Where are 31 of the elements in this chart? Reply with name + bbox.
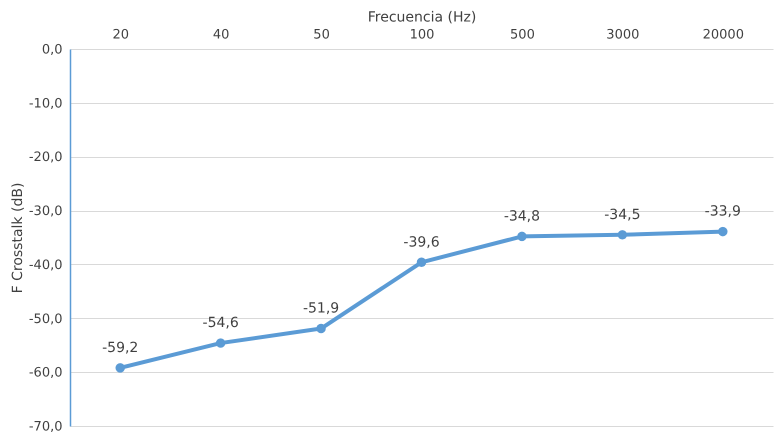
y-tick-label: -60,0	[28, 366, 62, 381]
point	[618, 230, 628, 240]
data-label: -59,2	[102, 340, 138, 356]
data-label: -39,6	[403, 234, 440, 250]
data-label: -34,5	[604, 206, 640, 223]
y-tick-label: -70,0	[28, 420, 62, 434]
y-tick-label: -10,0	[28, 96, 62, 112]
y-tick-label: -20,0	[28, 150, 62, 166]
y-tick-label: -40,0	[28, 258, 62, 273]
x-tick-label: 40	[212, 28, 230, 42]
x-tick-label: 3000	[606, 28, 640, 42]
x-tick-label: 500	[510, 28, 535, 42]
y-tick-label: -50,0	[28, 312, 62, 327]
point	[115, 363, 125, 373]
data-label: -33,9	[704, 204, 741, 220]
y-tick-label: -30,0	[28, 204, 62, 220]
x-axis-title: Frecuencia (Hz)	[368, 10, 476, 26]
x-tick-label: 20	[112, 28, 129, 42]
data-label: -51,9	[302, 300, 340, 317]
point	[416, 258, 426, 268]
point	[216, 338, 226, 348]
y-axis-title: F Crosstalk (dB)	[10, 182, 26, 294]
point	[718, 226, 728, 236]
point	[316, 324, 326, 334]
x-tick-label: 100	[410, 28, 434, 42]
x-tick-label: 50	[313, 28, 330, 42]
y-tick-label: 0,0	[42, 42, 62, 58]
x-tick-label: 20000	[702, 28, 744, 42]
point	[517, 232, 527, 242]
data-label: -34,8	[504, 208, 540, 224]
data-label: -54,6	[202, 315, 239, 332]
